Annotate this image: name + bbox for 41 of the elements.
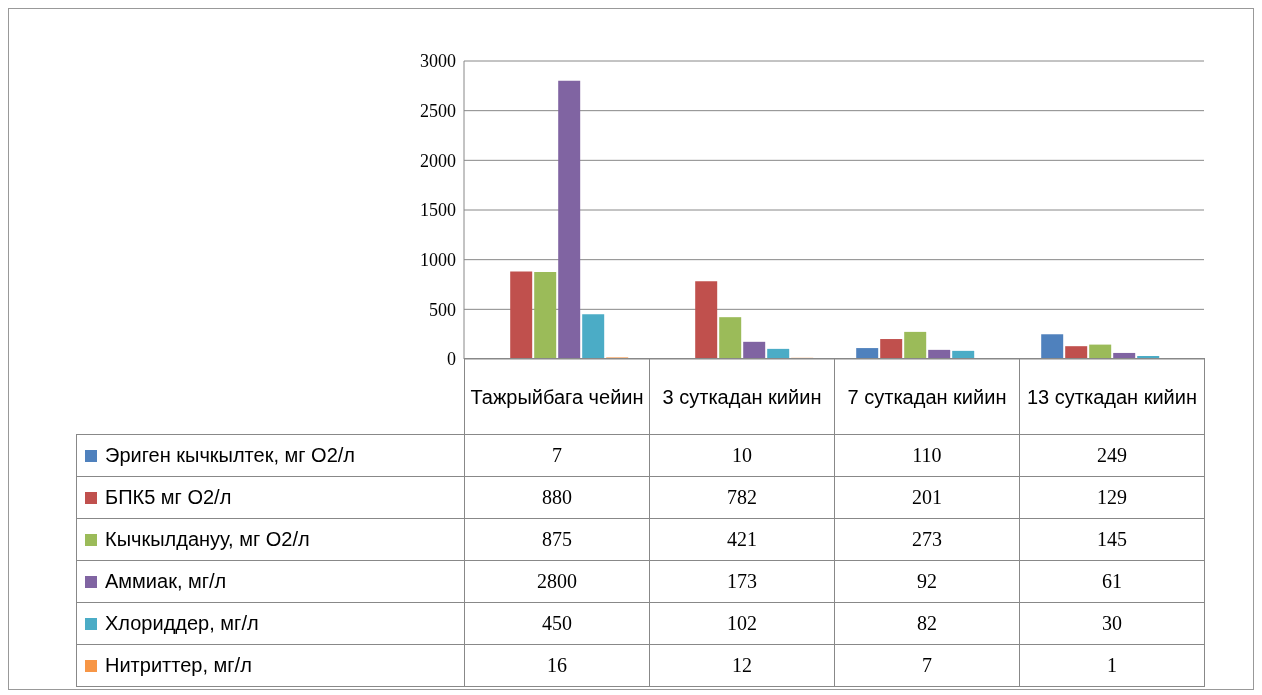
data-label: 173: [649, 560, 835, 603]
x-tick-label: 3 суткадан кийин: [649, 358, 835, 435]
y-tick-label: 1500: [420, 200, 456, 221]
data-label: 12: [649, 644, 835, 687]
data-label: 421: [649, 518, 835, 561]
data-label: 82: [834, 602, 1020, 645]
data-label: 61: [1019, 560, 1205, 603]
data-label: 10: [649, 434, 835, 477]
y-tick-label: 3000: [420, 51, 456, 72]
data-label: 273: [834, 518, 1020, 561]
legend-label: БПК5 мг О2/л: [105, 486, 232, 508]
y-tick-label: 0: [447, 349, 456, 370]
data-label: 875: [464, 518, 650, 561]
legend-label: Эриген кычкылтек, мг О2/л: [105, 444, 356, 466]
data-label: 102: [649, 602, 835, 645]
y-tick-label: 500: [429, 299, 456, 320]
legend-label: Нитриттер, мг/л: [105, 654, 252, 676]
data-label: 2800: [464, 560, 650, 603]
y-tick-label: 2500: [420, 101, 456, 122]
data-label: 249: [1019, 434, 1205, 477]
legend-label: Аммиак, мг/л: [105, 570, 227, 592]
data-label: 145: [1019, 518, 1205, 561]
data-label: 880: [464, 476, 650, 519]
x-tick-label: 13 суткадан кийин: [1019, 358, 1205, 435]
data-label: 1: [1019, 644, 1205, 687]
data-label: 129: [1019, 476, 1205, 519]
data-label: 92: [834, 560, 1020, 603]
y-tick-label: 1000: [420, 250, 456, 271]
data-label: 450: [464, 602, 650, 645]
x-tick-label: Тажрыйбага чейин: [464, 358, 650, 435]
x-tick-label: 7 суткадан кийин: [834, 358, 1020, 435]
data-label: 16: [464, 644, 650, 687]
data-label: 782: [649, 476, 835, 519]
data-label: 30: [1019, 602, 1205, 645]
legend-label: Кычкылдануу, мг О2/л: [105, 528, 310, 550]
legend-label: Хлориддер, мг/л: [105, 612, 259, 634]
data-label: 201: [834, 476, 1020, 519]
data-label: 7: [464, 434, 650, 477]
data-label: 110: [834, 434, 1020, 477]
y-tick-label: 2000: [420, 150, 456, 171]
data-label: 7: [834, 644, 1020, 687]
